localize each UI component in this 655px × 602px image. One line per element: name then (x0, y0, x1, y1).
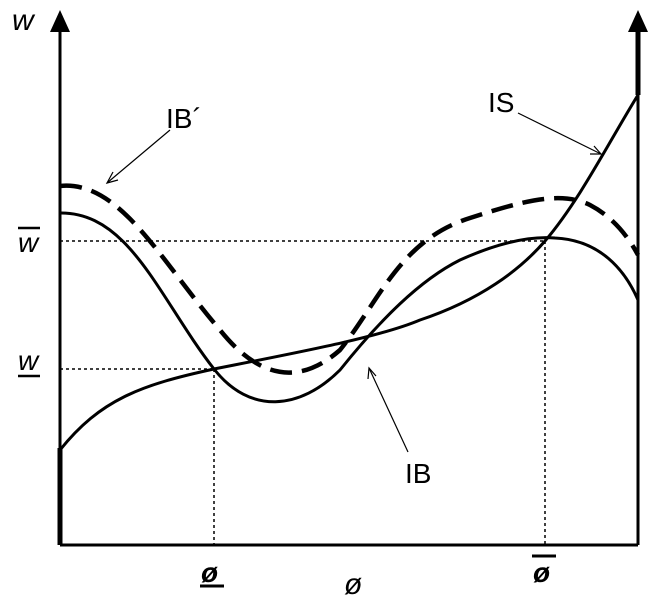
ib-prime-curve (59, 183, 640, 375)
ib-pointer (367, 366, 409, 453)
svg-text:w: w (18, 345, 40, 376)
is-curve (58, 94, 640, 451)
ib-curve-label: IB (405, 458, 431, 489)
ib-prime-pointer (105, 129, 171, 184)
right-boundary-arrow-icon (628, 10, 648, 32)
svg-text:ø: ø (201, 557, 218, 588)
svg-text:ø: ø (533, 557, 550, 588)
y-axis-label: w (12, 4, 36, 37)
x-tick-upper: ø (532, 554, 556, 588)
y-axis-arrow-icon (50, 10, 70, 32)
y-tick-upper: w (18, 226, 40, 258)
is-pointer (517, 112, 603, 155)
ib-prime-curve-label: IB´ (166, 103, 202, 134)
ib-curve (59, 211, 640, 404)
y-tick-lower: w (18, 345, 40, 378)
x-tick-lower: ø (200, 557, 224, 588)
svg-text:w: w (18, 227, 40, 258)
is-curve-label: IS (488, 87, 514, 118)
x-axis-label: ø (344, 568, 362, 601)
